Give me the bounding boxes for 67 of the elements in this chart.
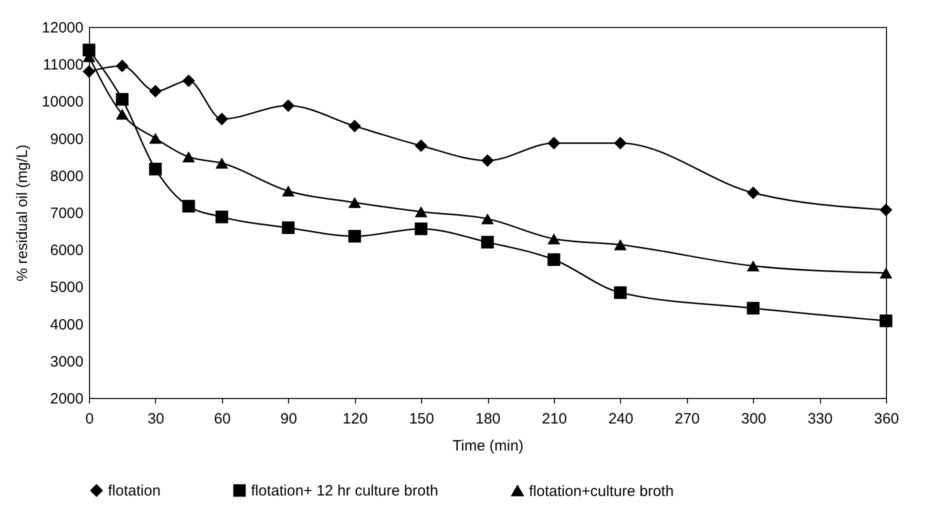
x-tick-label: 90 [280, 410, 298, 428]
x-tick-label: 330 [808, 410, 833, 428]
x-tick-label: 180 [475, 410, 501, 428]
point [614, 136, 627, 150]
point [746, 302, 760, 315]
point [348, 230, 361, 243]
point [548, 136, 560, 150]
point [82, 65, 96, 78]
legend-label: flotation+culture broth [529, 482, 674, 500]
point [414, 206, 428, 218]
y-tick-label: 2000 [50, 390, 84, 408]
y-tick-label: 5000 [50, 279, 84, 296]
x-tick-label: 360 [874, 410, 900, 428]
point [746, 260, 760, 272]
point [880, 267, 892, 278]
legend-label: flotation+ 12 hr culture broth [251, 482, 438, 500]
y-axis-title: % residual oil (mg/L) [14, 144, 31, 282]
point [880, 314, 892, 328]
point [282, 99, 295, 112]
y-tick-label: 9000 [50, 130, 84, 148]
y-tick-label: 11000 [42, 56, 84, 74]
point [348, 120, 361, 132]
point [614, 286, 627, 299]
point [414, 139, 428, 152]
point [481, 154, 494, 167]
y-tick-label: 7000 [50, 205, 84, 222]
point [182, 151, 195, 162]
x-axis-title: Time (min) [452, 438, 524, 454]
point [116, 108, 129, 120]
point [149, 132, 162, 144]
point [548, 233, 560, 244]
point [481, 236, 494, 249]
y-tick-label: 4000 [50, 316, 84, 334]
point [149, 162, 162, 176]
point [481, 213, 494, 224]
point [746, 186, 760, 200]
point [282, 221, 295, 234]
x-tick-label: 0 [85, 410, 94, 428]
y-tick-label: 8000 [50, 168, 84, 185]
y-tick-label: 10000 [42, 94, 84, 111]
point [182, 74, 195, 88]
point [216, 112, 228, 126]
x-tick-label: 60 [214, 410, 231, 428]
x-tick-label: 30 [148, 410, 164, 428]
point [614, 239, 627, 250]
point [216, 158, 228, 169]
point [880, 204, 892, 216]
x-tick-label: 300 [741, 410, 766, 428]
point [116, 93, 129, 106]
x-tick-label: 210 [542, 410, 567, 428]
x-tick-label: 150 [409, 410, 434, 428]
point [149, 84, 162, 98]
point [348, 197, 361, 208]
point [82, 44, 96, 56]
point [414, 222, 428, 236]
x-tick-label: 120 [342, 410, 368, 428]
point [282, 186, 295, 196]
point [182, 200, 195, 213]
point [548, 253, 560, 266]
point [116, 60, 129, 72]
y-tick-label: 3000 [50, 353, 84, 370]
point [216, 210, 228, 224]
y-tick-label: 12000 [42, 20, 84, 36]
legend-label: flotation [108, 482, 161, 500]
x-tick-label: 270 [674, 410, 700, 428]
x-tick-label: 240 [608, 410, 634, 428]
y-tick-label: 6000 [50, 242, 84, 260]
